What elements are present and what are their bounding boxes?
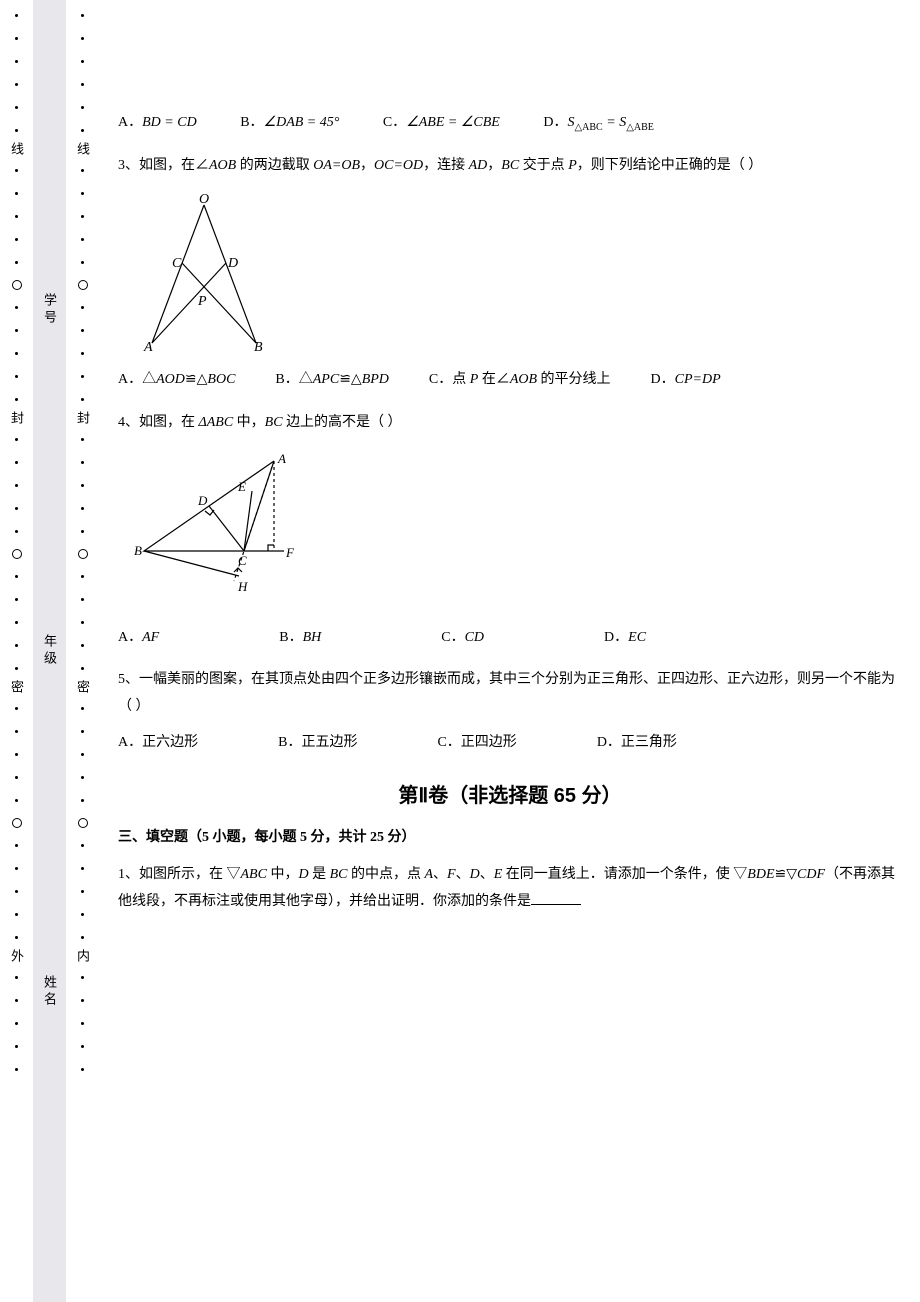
q3-fig-C: C xyxy=(172,256,182,271)
p3q1-block: 1、如图所示，在 ▽ABC 中，D 是 BC 的中点，点 A、F、D、E 在同一… xyxy=(118,862,902,915)
q4-fig-B: B xyxy=(134,543,142,558)
strip-label-1: 年级 xyxy=(40,634,59,668)
q5-block: 5、一幅美丽的图案，在其顶点处由四个正多边形镶嵌而成，其中三个分别为正三角形、正… xyxy=(118,667,902,757)
q3-s-f: OC=OD xyxy=(374,158,423,173)
outer-label-2: 密 xyxy=(7,680,26,697)
q4-option-C: C．CD xyxy=(441,625,484,652)
q2-option-D: D．S△ABC = S△ABE xyxy=(543,110,654,137)
q4-fig-A: A xyxy=(277,451,286,466)
q2-optD-sub2: △ABE xyxy=(626,122,654,133)
q3-s-e: ， xyxy=(360,158,374,173)
strip-label-0: 学号 xyxy=(40,293,59,327)
q3-block: 3、如图，在∠AOB 的两边截取 OA=OB，OC=OD，连接 AD，BC 交于… xyxy=(118,153,902,394)
q3-fig-O: O xyxy=(199,193,209,207)
outer-circle-0 xyxy=(12,280,22,290)
q2-optC-text: ∠ABE = ∠CBE xyxy=(406,115,500,130)
binding-outer-column: 线 封 密 外 xyxy=(0,0,33,1302)
binding-inner-column: 线 封 密 内 xyxy=(66,0,99,1302)
section2-title: 第Ⅱ卷（非选择题 65 分） xyxy=(118,779,902,808)
inner-label-2: 密 xyxy=(73,680,92,697)
q3-stem: 3、如图，在∠AOB 的两边截取 OA=OB，OC=OD，连接 AD，BC 交于… xyxy=(118,153,902,180)
part3-title: 三、填空题（5 小题，每小题 5 分，共计 25 分） xyxy=(118,826,902,846)
q2-option-A: A．BD = CD xyxy=(118,110,197,137)
q3-s-m: ，则下列结论中正确的是（ ） xyxy=(577,158,763,173)
inner-circle-0 xyxy=(78,280,88,290)
q3-option-D: D．CP=DP xyxy=(651,367,721,394)
q5-options: A．正六边形 B．正五边形 C．正四边形 D．正三角形 xyxy=(118,730,902,757)
q4-figure: A B C D E F H xyxy=(134,451,902,611)
q2-optD-eq: = xyxy=(603,115,619,130)
q2-option-C: C．∠ABE = ∠CBE xyxy=(383,110,500,137)
inner-label-3: 内 xyxy=(73,949,92,966)
q3-figure: O C D P A B xyxy=(134,193,902,353)
p3q1-blank[interactable] xyxy=(531,891,581,905)
q2-optD-sub1: △ABC xyxy=(574,122,602,133)
q3-s-c: 的两边截取 xyxy=(236,158,313,173)
q2-options-row: A．BD = CD B．∠DAB = 45° C．∠ABE = ∠CBE D．S… xyxy=(118,110,902,137)
q4-fig-C: C xyxy=(238,553,247,568)
q3-options: A．△AOD≌△BOC B．△APC≌△BPD C．点 P 在∠AOB 的平分线… xyxy=(118,367,902,394)
q3-s-g: ，连接 xyxy=(423,158,469,173)
q4-options: A．AF B．BH C．CD D．EC xyxy=(118,625,902,652)
q4-block: 4、如图，在 ΔABC 中，BC 边上的高不是（ ） xyxy=(118,410,902,651)
q2-option-B: B．∠DAB = 45° xyxy=(240,110,339,137)
q3-fig-B: B xyxy=(254,340,263,353)
q3-s-l: P xyxy=(568,158,577,173)
inner-circle-1 xyxy=(78,549,88,559)
strip-label-2: 姓名 xyxy=(40,975,59,1009)
content-area: A．BD = CD B．∠DAB = 45° C．∠ABE = ∠CBE D．S… xyxy=(110,0,910,941)
q5-stem: 5、一幅美丽的图案，在其顶点处由四个正多边形镶嵌而成，其中三个分别为正三角形、正… xyxy=(118,667,902,720)
q5-option-C: C．正四边形 xyxy=(437,730,516,757)
q3-option-C: C．点 P 在∠AOB 的平分线上 xyxy=(429,367,611,394)
outer-circle-1 xyxy=(12,549,22,559)
q4-fig-D: D xyxy=(197,493,208,508)
q2-optA-text: BD = CD xyxy=(142,115,197,130)
q3-s-i: ， xyxy=(487,158,501,173)
q3-option-A: A．△AOD≌△BOC xyxy=(118,367,235,394)
q4-option-D: D．EC xyxy=(604,625,646,652)
q3-fig-D: D xyxy=(227,256,238,271)
q2-optB-text: ∠DAB = 45° xyxy=(264,115,340,130)
q4-stem: 4、如图，在 ΔABC 中，BC 边上的高不是（ ） xyxy=(118,410,902,437)
inner-label-0: 线 xyxy=(73,142,92,159)
outer-label-0: 线 xyxy=(7,142,26,159)
q3-s-j: BC xyxy=(501,158,519,173)
outer-circle-2 xyxy=(12,818,22,828)
q3-fig-A: A xyxy=(143,340,153,353)
q4-fig-F: F xyxy=(285,545,295,560)
q3-fig-P: P xyxy=(197,294,207,309)
q3-option-B: B．△APC≌△BPD xyxy=(275,367,389,394)
binding-strip: 学号 年级 姓名 xyxy=(33,0,66,1302)
outer-label-1: 封 xyxy=(7,411,26,428)
q3-s-h: AD xyxy=(469,158,488,173)
inner-circle-2 xyxy=(78,818,88,828)
q4-fig-E: E xyxy=(237,479,246,494)
q5-option-D: D．正三角形 xyxy=(597,730,677,757)
q5-option-A: A．正六边形 xyxy=(118,730,198,757)
outer-label-3: 外 xyxy=(7,949,26,966)
q3-s-b: AOB xyxy=(209,158,236,173)
q4-option-A: A．AF xyxy=(118,625,159,652)
q3-s-a: 3、如图，在∠ xyxy=(118,158,209,173)
q3-s-k: 交于点 xyxy=(519,158,568,173)
q3-s-d: OA=OB xyxy=(313,158,360,173)
q4-option-B: B．BH xyxy=(279,625,321,652)
inner-label-1: 封 xyxy=(73,411,92,428)
q5-option-B: B．正五边形 xyxy=(278,730,357,757)
q4-fig-H: H xyxy=(237,579,248,594)
